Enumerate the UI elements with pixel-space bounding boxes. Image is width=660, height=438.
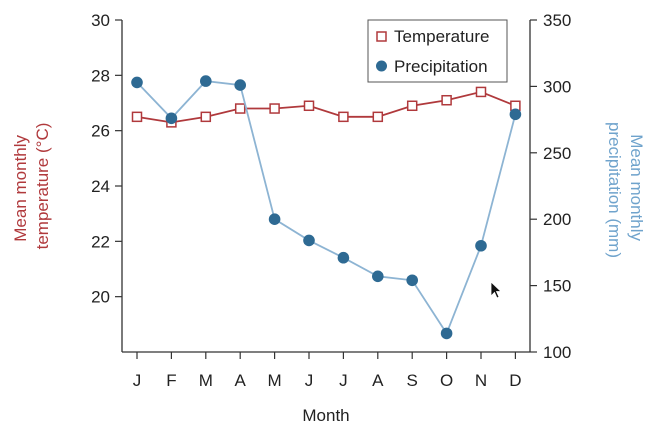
legend-temperature-marker: [376, 31, 387, 42]
precipitation-point: [440, 327, 453, 340]
legend-precipitation-label: Precipitation: [394, 57, 488, 76]
x-tick-label: M: [199, 371, 213, 390]
right-tick-label: 150: [543, 277, 571, 296]
left-axis-title-line-2: temperature (°C): [33, 123, 52, 250]
x-tick-label: S: [407, 371, 418, 390]
x-tick-label: J: [339, 371, 348, 390]
right-tick-label: 200: [543, 210, 571, 229]
x-tick-label: O: [440, 371, 453, 390]
temperature-point: [338, 111, 349, 123]
right-tick-label: 300: [543, 77, 571, 96]
temperature-point: [200, 111, 212, 123]
legend-precipitation-marker: [376, 60, 387, 72]
precipitation-point: [200, 75, 212, 87]
x-tick-label: D: [509, 371, 521, 390]
right-tick-label: 100: [543, 343, 571, 362]
mouse-cursor-icon: [490, 281, 503, 299]
x-tick-label: F: [166, 371, 176, 390]
legend: Temperature Precipitation: [367, 19, 508, 83]
x-axis-title: Month: [302, 406, 349, 425]
temperature-point: [269, 103, 280, 114]
precipitation-line: [136, 80, 517, 336]
right-tick-label: 250: [543, 144, 571, 163]
precipitation-point: [268, 213, 281, 225]
precipitation-point: [509, 108, 522, 121]
left-tick-label: 28: [91, 66, 110, 85]
x-tick-label: J: [133, 371, 142, 390]
temperature-line: [136, 90, 516, 124]
temperature-point: [131, 111, 143, 123]
precipitation-point: [337, 251, 350, 264]
x-tick-label: A: [235, 371, 247, 390]
left-tick-label: 30: [91, 11, 110, 30]
precipitation-point: [372, 270, 384, 283]
left-tick-label: 24: [91, 177, 110, 196]
left-axis-title: Mean monthly temperature (°C): [11, 123, 52, 250]
left-axis-title-line-1: Mean monthly: [11, 134, 30, 241]
left-tick-label: 22: [91, 232, 110, 251]
right-axis-title-line-1: Mean monthly: [627, 134, 646, 241]
series-layer: [131, 75, 522, 340]
x-tick-label: M: [268, 371, 282, 390]
temperature-point: [303, 100, 315, 112]
right-tick-label: 350: [543, 11, 571, 30]
left-tick-label: 20: [91, 288, 110, 307]
temperature-point: [406, 100, 418, 112]
right-axis-title-line-2: precipitation (mm): [605, 122, 624, 258]
precipitation-point: [406, 274, 419, 287]
precipitation-point: [131, 76, 143, 89]
precipitation-point: [165, 112, 178, 125]
right-axis-title: Mean monthly precipitation (mm): [605, 122, 646, 258]
precipitation-point: [475, 239, 487, 252]
legend-box: [367, 19, 508, 83]
x-tick-label: N: [475, 371, 487, 390]
x-tick-label: J: [305, 371, 314, 390]
precipitation-point: [234, 79, 246, 91]
precipitation-point: [303, 234, 315, 247]
legend-temperature-label: Temperature: [394, 27, 489, 46]
temperature-point: [372, 111, 384, 123]
temperature-point: [441, 94, 452, 106]
temperature-point: [475, 86, 487, 98]
x-tick-label: A: [372, 371, 384, 390]
left-tick-label: 26: [91, 122, 110, 141]
axes: 20 22 24 26 28 30 100 150 200 250 300 350 J F M A M J J A S O…: [91, 11, 571, 390]
temperature-point: [234, 103, 246, 114]
